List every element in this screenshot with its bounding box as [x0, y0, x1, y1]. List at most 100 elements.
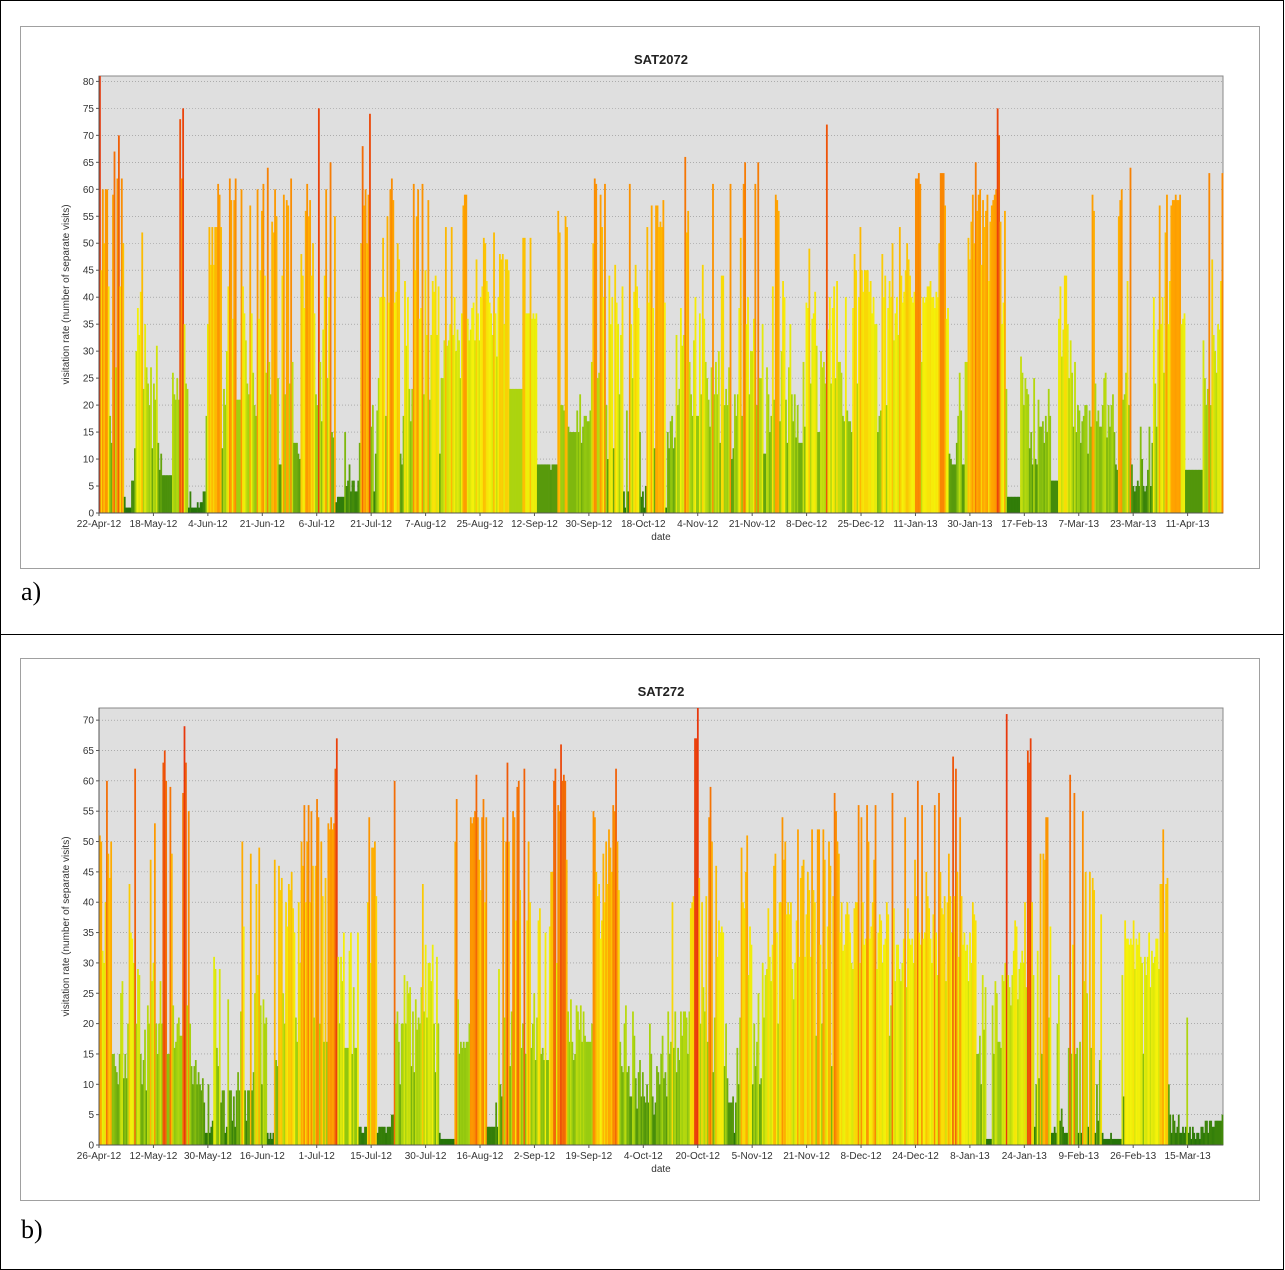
y-tick-label: 60: [83, 185, 95, 196]
x-tick-label: 17-Feb-13: [1001, 519, 1048, 530]
x-tick-label: 22-Apr-12: [77, 519, 122, 530]
x-tick-label: 16-Jun-12: [240, 1151, 285, 1162]
y-tick-label: 70: [83, 131, 95, 142]
y-tick-label: 30: [83, 347, 95, 358]
bar: [1033, 975, 1035, 1145]
figure-panel-b: SAT272 0 5 10 15 20 25 30 35 40 45 50 55 60 65 70 26-Apr…: [0, 634, 1284, 1270]
bar: [1222, 1115, 1224, 1145]
x-tick-label: 24-Jan-13: [1002, 1151, 1047, 1162]
x-tick-label: 9-Feb-13: [1058, 1151, 1099, 1162]
chart-sat272: SAT272051015202530354045505560657026-Apr…: [21, 659, 1259, 1200]
x-tick-label: 21-Jun-12: [240, 519, 285, 530]
y-tick-label: 50: [83, 837, 95, 848]
x-tick-label: 15-Jul-12: [350, 1151, 392, 1162]
x-tick-label: 21-Nov-12: [783, 1151, 830, 1162]
x-tick-label: 4-Jun-12: [188, 519, 228, 530]
y-tick-label: 35: [83, 928, 95, 939]
x-tick-label: 6-Jul-12: [299, 519, 336, 530]
x-tick-label: 4-Oct-12: [624, 1151, 663, 1162]
bar: [1186, 1018, 1188, 1145]
y-tick-label: 25: [83, 989, 95, 1000]
bar: [122, 243, 124, 513]
panel-caption-a: a): [21, 577, 41, 607]
bar: [985, 987, 987, 1145]
bar: [622, 286, 624, 513]
x-tick-label: 12-May-12: [130, 1151, 178, 1162]
y-tick-label: 5: [88, 482, 94, 493]
y-tick-label: 65: [83, 746, 95, 757]
x-tick-label: 21-Nov-12: [729, 519, 776, 530]
x-tick-label: 24-Dec-12: [892, 1151, 939, 1162]
chart-frame-b: SAT272 0 5 10 15 20 25 30 35 40 45 50 55 60 65 70 26-Apr…: [20, 658, 1260, 1201]
y-tick-label: 55: [83, 212, 95, 223]
y-tick-label: 50: [83, 239, 95, 250]
y-tick-label: 65: [83, 158, 95, 169]
x-tick-label: 25-Dec-12: [838, 519, 885, 530]
y-tick-label: 80: [83, 77, 95, 88]
x-tick-label: 26-Feb-13: [1110, 1151, 1157, 1162]
x-tick-label: 4-Nov-12: [677, 519, 719, 530]
y-tick-label: 10: [83, 455, 95, 466]
y-tick-label: 45: [83, 266, 95, 277]
x-tick-label: 8-Dec-12: [840, 1151, 882, 1162]
y-axis-label: visitation rate (number of separate visi…: [61, 836, 72, 1016]
x-tick-label: 21-Jul-12: [350, 519, 392, 530]
x-tick-label: 30-May-12: [184, 1151, 232, 1162]
x-tick-label: 2-Sep-12: [514, 1151, 556, 1162]
y-tick-label: 75: [83, 104, 95, 115]
bar: [265, 1018, 267, 1145]
x-tick-label: 12-Sep-12: [511, 519, 558, 530]
y-axis-label: visitation rate (number of separate visi…: [61, 204, 72, 384]
y-tick-label: 40: [83, 898, 95, 909]
figure-panel-a: SAT2072 0 5 10 15 20 25 30 35 40 45 50 55 60 65 70 75 80 2…: [0, 0, 1284, 635]
y-tick-label: 15: [83, 428, 95, 439]
x-tick-label: 30-Sep-12: [566, 519, 613, 530]
y-tick-label: 55: [83, 807, 95, 818]
bar: [1006, 389, 1008, 513]
y-tick-label: 15: [83, 1049, 95, 1060]
x-tick-label: 30-Jan-13: [947, 519, 992, 530]
y-tick-label: 40: [83, 293, 95, 304]
x-tick-label: 15-Mar-13: [1165, 1151, 1212, 1162]
bar: [187, 389, 189, 513]
x-tick-label: 18-May-12: [130, 519, 178, 530]
bar: [375, 896, 377, 1145]
x-tick-label: 18-Oct-12: [621, 519, 666, 530]
bar: [485, 817, 487, 1145]
x-tick-label: 23-Mar-13: [1110, 519, 1157, 530]
panel-caption-b: b): [21, 1215, 43, 1245]
x-tick-label: 30-Jul-12: [405, 1151, 447, 1162]
x-axis-label: date: [651, 1164, 671, 1175]
y-tick-label: 70: [83, 716, 95, 727]
bar: [664, 303, 666, 513]
bar: [1079, 1042, 1081, 1145]
bar: [1050, 927, 1052, 1146]
bar: [1076, 1048, 1078, 1145]
y-tick-label: 45: [83, 867, 95, 878]
y-tick-label: 0: [88, 1141, 94, 1152]
x-tick-label: 11-Apr-13: [1166, 519, 1210, 530]
x-tick-label: 8-Dec-12: [786, 519, 828, 530]
x-tick-label: 26-Apr-12: [77, 1151, 122, 1162]
bar: [1130, 168, 1132, 513]
x-tick-label: 8-Jan-13: [950, 1151, 990, 1162]
bar: [1100, 914, 1102, 1145]
bar: [1093, 890, 1095, 1145]
bar: [437, 1024, 439, 1145]
x-tick-label: 7-Aug-12: [405, 519, 447, 530]
chart-title: SAT272: [638, 684, 685, 699]
x-tick-label: 5-Nov-12: [732, 1151, 774, 1162]
x-tick-label: 11-Jan-13: [893, 519, 938, 530]
y-tick-label: 20: [83, 1019, 95, 1030]
y-tick-label: 35: [83, 320, 95, 331]
y-tick-label: 60: [83, 776, 95, 787]
x-tick-label: 25-Aug-12: [457, 519, 504, 530]
x-tick-label: 7-Mar-13: [1058, 519, 1099, 530]
y-tick-label: 5: [88, 1110, 94, 1121]
x-tick-label: 16-Aug-12: [457, 1151, 504, 1162]
x-tick-label: 19-Sep-12: [566, 1151, 613, 1162]
y-tick-label: 0: [88, 509, 94, 520]
chart-sat2072: SAT2072051015202530354045505560657075802…: [21, 27, 1259, 568]
bar: [334, 216, 336, 513]
chart-frame-a: SAT2072 0 5 10 15 20 25 30 35 40 45 50 55 60 65 70 75 80 2…: [20, 26, 1260, 569]
